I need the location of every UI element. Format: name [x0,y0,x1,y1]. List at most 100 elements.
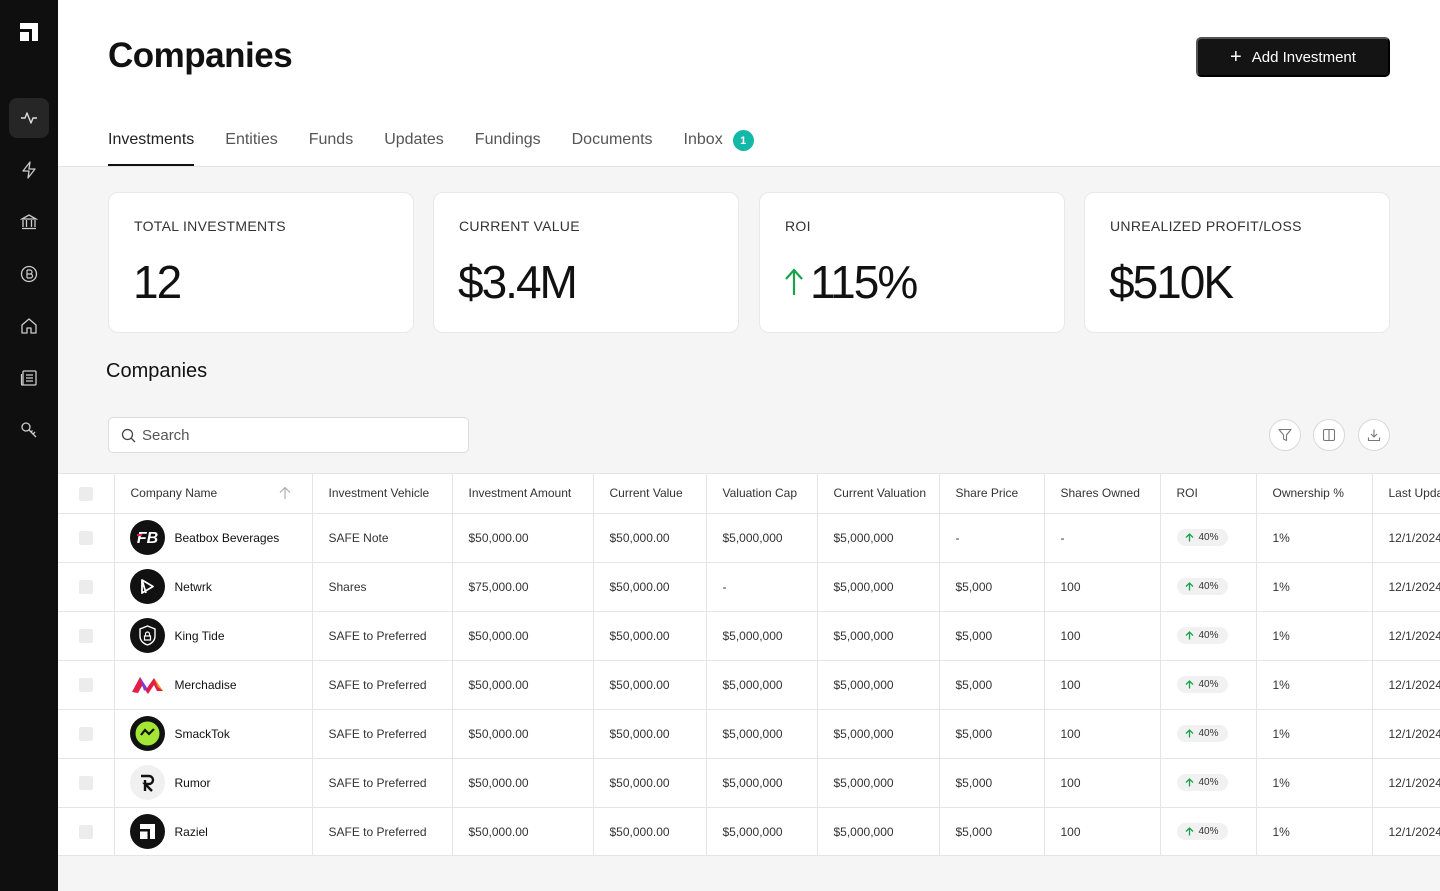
stat-value: $510K [1109,255,1234,309]
row-checkbox[interactable] [78,775,93,790]
bitcoin-icon [20,265,38,283]
sidebar-item-key[interactable] [9,410,49,450]
column-header-last-updated[interactable]: Last Updated [1372,474,1440,514]
netwrk-logo-icon [140,579,154,594]
table-row[interactable]: Merchadise SAFE to Preferred $50,000.00 … [58,660,1440,710]
row-checkbox[interactable] [78,825,93,840]
filter-button[interactable] [1269,419,1301,451]
company-name: SmackTok [174,726,230,741]
tab-documents[interactable]: Documents [572,120,653,166]
table-header-row: Company Name Investment Vehicle Investme… [58,474,1440,514]
roi-badge: 40% [1176,529,1228,546]
row-checkbox[interactable] [78,726,93,741]
arrow-up-icon [1185,582,1193,591]
column-header-investment-vehicle[interactable]: Investment Vehicle [312,474,453,514]
company-name-cell[interactable]: Merchadise [114,660,313,710]
row-select-cell [58,758,115,808]
inbox-count-badge: 1 [732,130,754,151]
sort-ascending-icon[interactable] [278,486,292,500]
company-name-cell[interactable]: Rumor [114,758,313,808]
shares-owned-cell: 100 [1044,660,1161,710]
table-row[interactable]: King Tide SAFE to Preferred $50,000.00 $… [58,611,1440,661]
company-name-cell[interactable]: Raziel [114,807,313,855]
tab-updates[interactable]: Updates [384,120,444,166]
table-row[interactable]: Netwrk Shares $75,000.00 $50,000.00 - $5… [58,562,1440,612]
sidebar-item-activity[interactable] [9,98,49,138]
shares-owned-cell: 100 [1044,611,1161,661]
column-header-valuation-cap[interactable]: Valuation Cap [706,474,818,514]
sidebar-item-home[interactable] [9,306,49,346]
stat-label: ROI [785,218,811,234]
company-cell: King Tide [129,618,312,653]
column-header-ownership[interactable]: Ownership % [1256,474,1373,514]
roi-cell: 40% [1160,807,1257,855]
column-header-roi[interactable]: ROI [1160,474,1257,514]
tab-investments[interactable]: Investments [108,120,195,166]
current-valuation-cell: $5,000,000 [817,709,940,759]
company-logo [129,814,165,850]
tab-funds[interactable]: Funds [309,120,353,166]
raziel-logo-icon [139,824,155,840]
brand-logo-icon[interactable] [18,21,40,43]
roi-cell: 40% [1160,562,1257,612]
column-header-company-name[interactable]: Company Name [114,474,313,514]
shares-owned-cell: 100 [1044,709,1161,759]
sidebar [0,0,58,891]
tab-fundings[interactable]: Fundings [475,120,541,166]
company-logo [129,716,165,751]
roi-badge: 40% [1176,823,1228,841]
company-name-cell[interactable]: King Tide [114,611,313,661]
investment-vehicle-cell: SAFE to Preferred [312,709,453,759]
column-header-share-price[interactable]: Share Price [939,474,1045,514]
shares-owned-cell: 100 [1044,758,1161,808]
page-header: Companies + Add Investment Investments E… [58,0,1440,167]
current-valuation-cell: $5,000,000 [817,660,940,710]
tab-entities[interactable]: Entities [225,120,277,166]
download-icon [1367,429,1381,442]
select-all-checkbox[interactable] [78,486,93,501]
columns-button[interactable] [1313,419,1345,451]
roi-value: 40% [1198,826,1219,838]
table-row[interactable]: FB Beatbox Beverages SAFE Note $50,000.00… [58,513,1440,563]
investment-amount-cell: $50,000.00 [452,807,594,855]
column-header-shares-owned[interactable]: Shares Owned [1044,474,1161,514]
company-name-cell[interactable]: SmackTok [114,709,313,759]
tab-label: Funds [308,131,354,148]
sidebar-item-bitcoin[interactable] [9,254,49,294]
sidebar-item-bank[interactable] [9,202,49,242]
arrow-up-icon [1185,827,1193,836]
company-logo [129,569,165,604]
table-row[interactable]: SmackTok SAFE to Preferred $50,000.00 $5… [58,709,1440,759]
search-input[interactable] [142,426,442,444]
row-checkbox[interactable] [78,579,93,594]
roi-badge: 40% [1176,725,1228,742]
stat-value: $3.4M [458,255,578,309]
tab-label: Documents [571,131,653,148]
table-row[interactable]: Raziel SAFE to Preferred $50,000.00 $50,… [58,807,1440,855]
search-box[interactable] [108,417,469,453]
sidebar-item-news[interactable] [9,358,49,398]
table-row[interactable]: Rumor SAFE to Preferred $50,000.00 $50,0… [58,758,1440,808]
row-checkbox[interactable] [78,628,93,643]
download-button[interactable] [1358,419,1390,451]
column-header-current-valuation[interactable]: Current Valuation [817,474,940,514]
company-logo [129,765,165,800]
valuation-cap-cell: $5,000,000 [706,758,818,808]
column-header-investment-amount[interactable]: Investment Amount [452,474,594,514]
add-investment-button[interactable]: + Add Investment [1196,37,1390,77]
tab-inbox[interactable]: Inbox 1 [684,120,754,166]
main-content: Companies + Add Investment Investments E… [58,0,1440,891]
share-price-cell: $5,000 [939,709,1045,759]
arrow-up-icon [1185,533,1193,542]
company-name-cell[interactable]: FB Beatbox Beverages [114,513,313,563]
sidebar-item-lightning[interactable] [9,150,49,190]
current-valuation-cell: $5,000,000 [817,611,940,661]
company-logo [130,667,165,702]
column-header-current-value[interactable]: Current Value [593,474,707,514]
company-name-cell[interactable]: Netwrk [114,562,313,612]
last-updated-cell: 12/1/2024 [1372,513,1440,563]
row-checkbox[interactable] [78,677,93,692]
row-checkbox[interactable] [78,530,93,545]
arrow-up-icon [1185,778,1193,787]
stat-value-text: 12 [133,256,182,308]
